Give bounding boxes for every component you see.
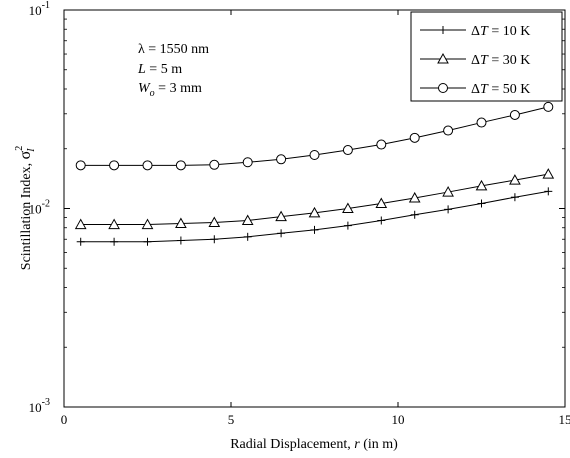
data-point	[241, 214, 254, 226]
data-point	[309, 150, 320, 161]
legend: ΔT = 10 K ΔT = 30 K ΔT = 50 K	[410, 11, 563, 102]
data-point	[542, 168, 555, 179]
data-point	[409, 132, 420, 143]
data-point	[310, 225, 319, 234]
data-point	[242, 157, 253, 168]
data-point	[408, 191, 421, 203]
data-point	[376, 139, 387, 150]
data-point	[76, 237, 85, 246]
data-point	[208, 216, 221, 228]
data-point	[141, 218, 154, 230]
data-point	[342, 202, 354, 213]
legend-marker	[437, 52, 449, 64]
data-point	[175, 160, 186, 171]
data-point	[343, 221, 352, 230]
series-1	[76, 187, 553, 246]
data-point	[410, 210, 419, 219]
data-point	[543, 101, 554, 112]
data-point	[476, 117, 487, 128]
data-point	[108, 218, 120, 230]
data-point	[444, 205, 453, 214]
data-point	[375, 197, 388, 208]
data-point	[243, 232, 252, 241]
annotation-path-length: L = 5 m	[137, 62, 182, 77]
data-point	[277, 229, 286, 238]
data-point	[477, 199, 486, 208]
y-tick-label: 10-3	[29, 397, 50, 415]
data-point	[143, 237, 152, 246]
annotation-beam-waist: Wo = 3 mm	[138, 81, 202, 99]
y-tick-label: 10-2	[29, 199, 50, 217]
legend-label: ΔT = 10 K	[471, 24, 530, 39]
annotation-wavelength: λ = 1550 nm	[138, 42, 209, 57]
data-point	[175, 217, 187, 229]
legend-marker	[439, 26, 447, 34]
series-2	[74, 168, 555, 230]
data-point	[74, 218, 87, 230]
data-point	[142, 160, 153, 171]
y-tick-label: 10-1	[29, 0, 50, 18]
legend-entry-3: ΔT = 50 K	[420, 82, 530, 97]
y-axis-label: Scintillation Index, σ2I	[14, 146, 37, 270]
x-tick-label: 15	[559, 412, 570, 427]
x-tick-label: 5	[228, 412, 235, 427]
legend-label: ΔT = 50 K	[471, 82, 530, 97]
data-point	[475, 179, 488, 191]
legend-label: ΔT = 30 K	[471, 53, 530, 68]
legend-box	[410, 11, 563, 102]
data-point	[209, 159, 220, 170]
data-point	[544, 187, 553, 196]
legend-entry-2: ΔT = 30 K	[420, 52, 530, 68]
series-3	[75, 101, 554, 171]
data-point	[342, 145, 353, 156]
data-point	[210, 235, 219, 244]
data-point	[110, 237, 119, 246]
data-point	[109, 160, 120, 171]
legend-marker	[438, 83, 448, 93]
data-point	[510, 193, 519, 202]
data-point	[442, 186, 454, 197]
x-axis-label: Radial Displacement, r (in m)	[230, 437, 398, 452]
data-point	[75, 160, 86, 171]
data-point	[176, 236, 185, 245]
data-point	[275, 210, 287, 222]
legend-entry-1: ΔT = 10 K	[420, 24, 530, 39]
data-point	[377, 216, 386, 225]
x-tick-label: 0	[61, 412, 68, 427]
axis-ticks: 0 5 10 15 10-3 10-2 10-1	[29, 0, 570, 427]
data-point	[509, 174, 521, 185]
series-layer	[74, 101, 555, 246]
data-point	[276, 154, 287, 165]
data-point	[509, 109, 520, 120]
data-point	[443, 125, 454, 136]
x-tick-label: 10	[392, 412, 405, 427]
data-point	[308, 206, 321, 218]
